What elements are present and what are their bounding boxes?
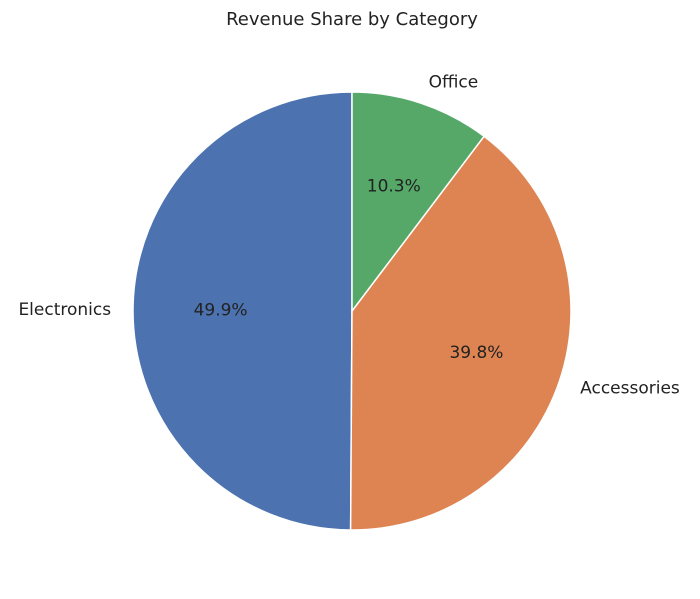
slice-label: Accessories xyxy=(580,378,680,398)
value-label: 10.3% xyxy=(367,176,421,196)
pie-slice xyxy=(351,91,486,314)
value-label: 39.8% xyxy=(449,343,503,363)
slice-label: Electronics xyxy=(18,300,111,320)
pie-slice xyxy=(132,91,353,531)
chart-title: Revenue Share by Category xyxy=(226,9,478,30)
value-label: 49.9% xyxy=(194,301,248,321)
pie-slice xyxy=(349,135,572,531)
slice-label: Office xyxy=(429,73,479,93)
